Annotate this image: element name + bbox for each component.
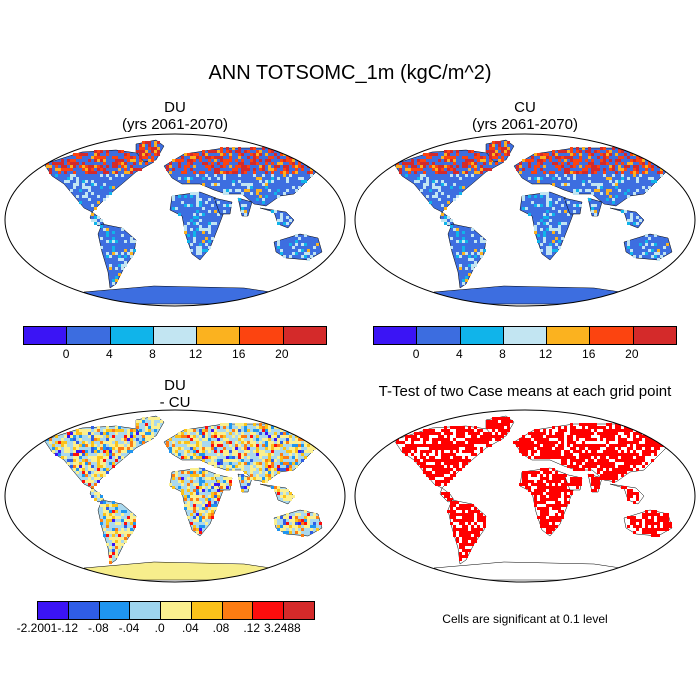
colorbar-tick-label: 16 <box>232 347 246 361</box>
map-border <box>4 409 346 583</box>
colorbar-tick-label: .08 <box>212 621 230 635</box>
panel-du-years: (yrs 2061-2070) <box>122 116 228 133</box>
colorbar-swatch <box>222 602 254 619</box>
colorbar-tick-label: 3.2488 <box>263 621 301 635</box>
figure-title: ANN TOTSOMC_1m (kgC/m^2) <box>208 62 492 84</box>
colorbar-swatch <box>130 602 162 619</box>
panel-title-cu: CU (yrs 2061-2070) <box>398 99 652 133</box>
colorbar-du-labels: 0 4 8 12 16 20 <box>23 347 327 363</box>
colorbar-tick-label: 8 <box>149 347 156 361</box>
colorbar-swatch <box>283 327 326 344</box>
colorbar-tick-label: 12 <box>538 347 553 361</box>
colorbar-swatch <box>253 602 285 619</box>
colorbar-tick-label: 0 <box>412 347 420 361</box>
colorbar-tick-label: 0 <box>62 347 70 361</box>
colorbar-swatch <box>38 602 69 619</box>
map-border <box>354 133 696 307</box>
colorbar-tick-label: 4 <box>455 347 463 361</box>
panel-cu-years: (yrs 2061-2070) <box>472 116 578 133</box>
panel-title-ttest: T-Test of two Case means at each grid po… <box>378 383 672 400</box>
map-ttest <box>354 409 696 583</box>
colorbar-swatch <box>191 602 223 619</box>
panel-diff-line2: - CU <box>159 394 191 411</box>
colorbar-swatch <box>67 327 111 344</box>
colorbar-swatch <box>417 327 461 344</box>
panel-du-name: DU <box>164 99 186 116</box>
panel-cu-name: CU <box>514 99 536 116</box>
colorbar-tick-label: .04 <box>181 621 199 635</box>
colorbar-tick-label: -.08 <box>87 621 109 635</box>
colorbar-swatch <box>197 327 241 344</box>
map-cu <box>354 133 696 307</box>
map-border <box>4 133 346 307</box>
colorbar-swatch <box>161 602 192 619</box>
colorbar-swatch <box>68 602 100 619</box>
colorbar-tick-label: 16 <box>582 347 596 361</box>
colorbar-tick-label: 20 <box>275 347 289 361</box>
map-diff <box>4 409 346 583</box>
panel-title-du: DU (yrs 2061-2070) <box>48 99 302 133</box>
colorbar-diff <box>37 601 315 620</box>
colorbar-tick-label: 12 <box>188 347 203 361</box>
colorbar-swatch <box>633 327 676 344</box>
colorbar-diff-labels: -2.2001 -.12 -.08 -.04 .0 .04 .08 .12 3.2488 <box>17 621 315 637</box>
colorbar-tick-label: 4 <box>105 347 113 361</box>
colorbar-tick-label: -2.2001 <box>16 621 58 635</box>
colorbar-swatch <box>590 327 634 344</box>
colorbar-swatch <box>99 602 131 619</box>
colorbar-swatch <box>24 327 68 344</box>
colorbar-tick-label: .0 <box>154 621 165 635</box>
significance-note: Cells are significant at 0.1 level <box>442 612 608 626</box>
colorbar-swatch <box>547 327 591 344</box>
map-border <box>354 409 696 583</box>
colorbar-swatch <box>460 327 504 344</box>
colorbar-swatch <box>153 327 198 344</box>
colorbar-tick-label: 20 <box>625 347 639 361</box>
panel-title-diff: DU - CU <box>48 377 302 411</box>
colorbar-cu <box>373 326 677 345</box>
colorbar-tick-label: 8 <box>499 347 506 361</box>
colorbar-swatch <box>284 602 315 619</box>
colorbar-swatch <box>240 327 284 344</box>
panel-diff-line1: DU <box>164 377 186 394</box>
colorbar-tick-label: -.04 <box>118 621 140 635</box>
map-du <box>4 133 346 307</box>
colorbar-cu-labels: 0 4 8 12 16 20 <box>373 347 677 363</box>
colorbar-du <box>23 326 327 345</box>
colorbar-tick-label: -.12 <box>57 621 78 635</box>
colorbar-tick-label: .12 <box>243 621 260 635</box>
colorbar-swatch <box>503 327 548 344</box>
colorbar-swatch <box>374 327 418 344</box>
colorbar-swatch <box>110 327 154 344</box>
